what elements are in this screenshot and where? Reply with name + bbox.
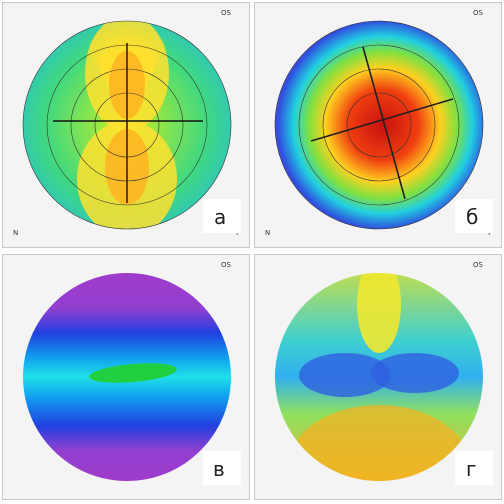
eye-label: OS: [473, 261, 484, 269]
panel-label: а: [214, 205, 226, 229]
topography: [275, 273, 483, 481]
panel-label: б: [466, 205, 478, 229]
label-box: [455, 199, 493, 233]
panel: OS в: [2, 254, 250, 500]
panel: OS N T а: [2, 2, 250, 248]
map: OS N T а: [13, 9, 241, 237]
label-box: [455, 451, 493, 485]
nasal-label: N: [13, 229, 18, 237]
map: OS N T б: [265, 9, 493, 237]
panel-label: в: [213, 457, 225, 481]
eye-label: OS: [221, 261, 232, 269]
meridian: [362, 46, 406, 200]
rings: [274, 20, 484, 230]
topography: [23, 273, 231, 481]
eye-label: OS: [221, 9, 232, 17]
meridian: [310, 98, 454, 142]
label-box: [203, 199, 241, 233]
topography: [275, 21, 483, 229]
panel: OS N T б: [254, 2, 502, 248]
map: OS в: [23, 261, 241, 485]
panel-label: г: [466, 457, 477, 481]
eye-label: OS: [473, 9, 484, 17]
map: OS г: [275, 261, 493, 485]
label-box: [203, 451, 241, 485]
nasal-label: N: [265, 229, 270, 237]
panel: OS г: [254, 254, 502, 500]
